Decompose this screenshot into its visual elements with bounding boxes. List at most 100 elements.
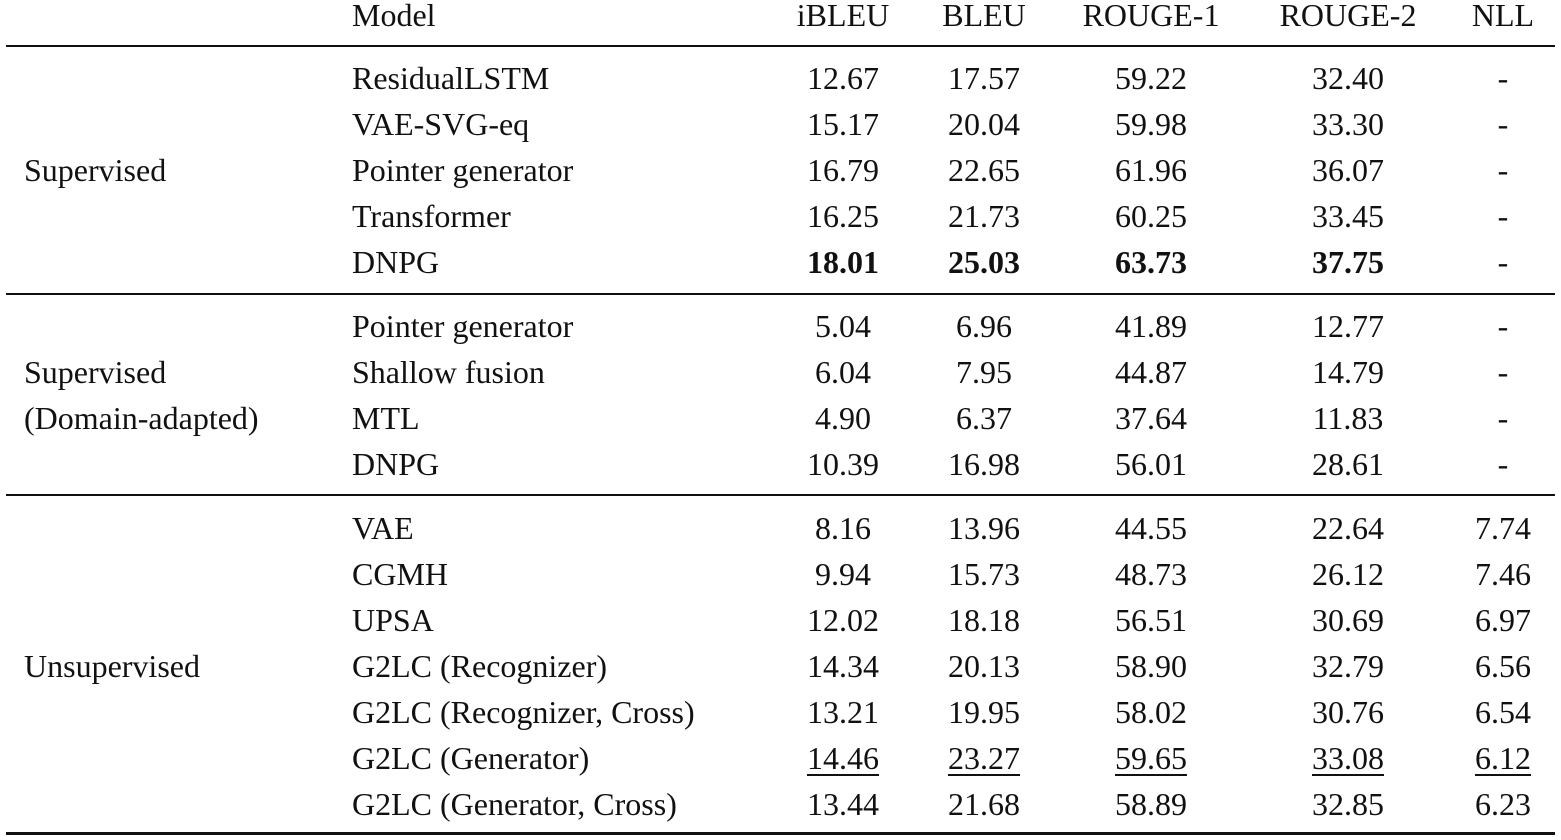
metric-cell: 23.27: [948, 740, 1020, 776]
metric-cell: 37.64: [1115, 400, 1187, 436]
metric-cell: 48.73: [1115, 556, 1187, 592]
metric-cell: 18.01: [807, 244, 879, 280]
metric-cell: 56.01: [1115, 446, 1187, 482]
metric-cell: 16.25: [807, 198, 879, 234]
model-name: MTL: [352, 400, 420, 436]
metric-cell: 14.79: [1312, 354, 1384, 390]
model-name: VAE: [352, 510, 414, 546]
model-name: G2LC (Generator): [352, 740, 590, 776]
metric-cell: 13.21: [807, 694, 879, 730]
metric-cell: 59.98: [1115, 106, 1187, 142]
metric-cell: 58.02: [1115, 694, 1187, 730]
group-rule: [6, 293, 1555, 295]
metric-cell: 61.96: [1115, 152, 1187, 188]
model-name: UPSA: [352, 602, 434, 638]
metric-cell: 14.34: [807, 648, 879, 684]
column-header: Model: [352, 0, 436, 33]
group-rule: [6, 494, 1555, 496]
group-label: Unsupervised: [24, 648, 200, 684]
metric-cell: 32.79: [1312, 648, 1384, 684]
metric-cell: 32.40: [1312, 60, 1384, 96]
metric-cell: 58.89: [1115, 786, 1187, 822]
column-header: ROUGE-1: [1082, 0, 1220, 33]
metric-cell: 19.95: [948, 694, 1020, 730]
metric-cell: 6.97: [1475, 602, 1531, 638]
metric-cell: 60.25: [1115, 198, 1187, 234]
metric-cell: 36.07: [1312, 152, 1384, 188]
metric-cell: 13.44: [807, 786, 879, 822]
model-name: ResidualLSTM: [352, 60, 550, 96]
metric-cell: 33.45: [1312, 198, 1384, 234]
metric-cell: 13.96: [948, 510, 1020, 546]
metric-cell: 63.73: [1115, 244, 1187, 280]
metric-cell: 26.12: [1312, 556, 1384, 592]
metric-cell: 11.83: [1312, 400, 1384, 436]
metric-cell: -: [1497, 446, 1509, 482]
metric-cell: -: [1497, 308, 1509, 344]
group-label: Supervised: [24, 354, 167, 390]
metric-cell: 15.17: [807, 106, 879, 142]
metric-cell: 6.04: [815, 354, 871, 390]
model-name: Pointer generator: [352, 152, 574, 188]
model-name: DNPG: [352, 446, 440, 482]
metric-cell: 56.51: [1115, 602, 1187, 638]
metric-cell: -: [1497, 152, 1509, 188]
model-name: DNPG: [352, 244, 440, 280]
model-name: G2LC (Recognizer): [352, 648, 608, 684]
column-header: NLL: [1471, 0, 1535, 33]
metric-cell: 21.73: [948, 198, 1020, 234]
metric-cell: 16.98: [948, 446, 1020, 482]
metric-cell: 59.65: [1115, 740, 1187, 776]
metric-cell: 21.68: [948, 786, 1020, 822]
metric-cell: 22.65: [948, 152, 1020, 188]
metric-cell: 33.08: [1312, 740, 1384, 776]
group-label: Supervised: [24, 152, 167, 188]
model-name: VAE-SVG-eq: [352, 106, 530, 142]
metric-cell: 12.67: [807, 60, 879, 96]
metric-cell: 5.04: [815, 308, 871, 344]
metric-cell: 12.02: [807, 602, 879, 638]
metric-cell: 20.13: [948, 648, 1020, 684]
metric-cell: 58.90: [1115, 648, 1187, 684]
metric-cell: 22.64: [1312, 510, 1384, 546]
metric-cell: -: [1497, 354, 1509, 390]
metric-cell: 20.04: [948, 106, 1020, 142]
metric-cell: 18.18: [948, 602, 1020, 638]
metric-cell: 15.73: [948, 556, 1020, 592]
metric-cell: 7.95: [956, 354, 1012, 390]
metric-cell: 30.76: [1312, 694, 1384, 730]
metric-cell: -: [1497, 106, 1509, 142]
metric-cell: 6.37: [956, 400, 1012, 436]
metric-cell: 32.85: [1312, 786, 1384, 822]
header-rule: [6, 45, 1555, 47]
metric-cell: 6.54: [1475, 694, 1531, 730]
metric-cell: 6.12: [1475, 740, 1531, 776]
metric-cell: 14.46: [807, 740, 879, 776]
column-header: BLEU: [942, 0, 1026, 33]
metric-cell: 6.23: [1475, 786, 1531, 822]
metric-cell: 9.94: [815, 556, 871, 592]
metric-cell: 33.30: [1312, 106, 1384, 142]
metric-cell: 6.56: [1475, 648, 1531, 684]
model-name: CGMH: [352, 556, 449, 592]
model-name: G2LC (Recognizer, Cross): [352, 694, 695, 730]
metric-cell: 59.22: [1115, 60, 1187, 96]
metric-cell: 6.96: [956, 308, 1012, 344]
metric-cell: 4.90: [815, 400, 871, 436]
metric-cell: 7.46: [1475, 556, 1531, 592]
metric-cell: 44.87: [1115, 354, 1187, 390]
metric-cell: -: [1497, 400, 1509, 436]
metric-cell: 28.61: [1312, 446, 1384, 482]
metric-cell: 8.16: [815, 510, 871, 546]
metric-cell: 25.03: [948, 244, 1020, 280]
metric-cell: -: [1497, 244, 1509, 280]
metric-cell: 37.75: [1312, 244, 1384, 280]
metric-cell: 10.39: [807, 446, 879, 482]
metric-cell: 44.55: [1115, 510, 1187, 546]
column-header: ROUGE-2: [1279, 0, 1417, 33]
model-name: Pointer generator: [352, 308, 574, 344]
metric-cell: 30.69: [1312, 602, 1384, 638]
bottom-rule: [6, 832, 1555, 835]
model-name: Shallow fusion: [352, 354, 545, 390]
